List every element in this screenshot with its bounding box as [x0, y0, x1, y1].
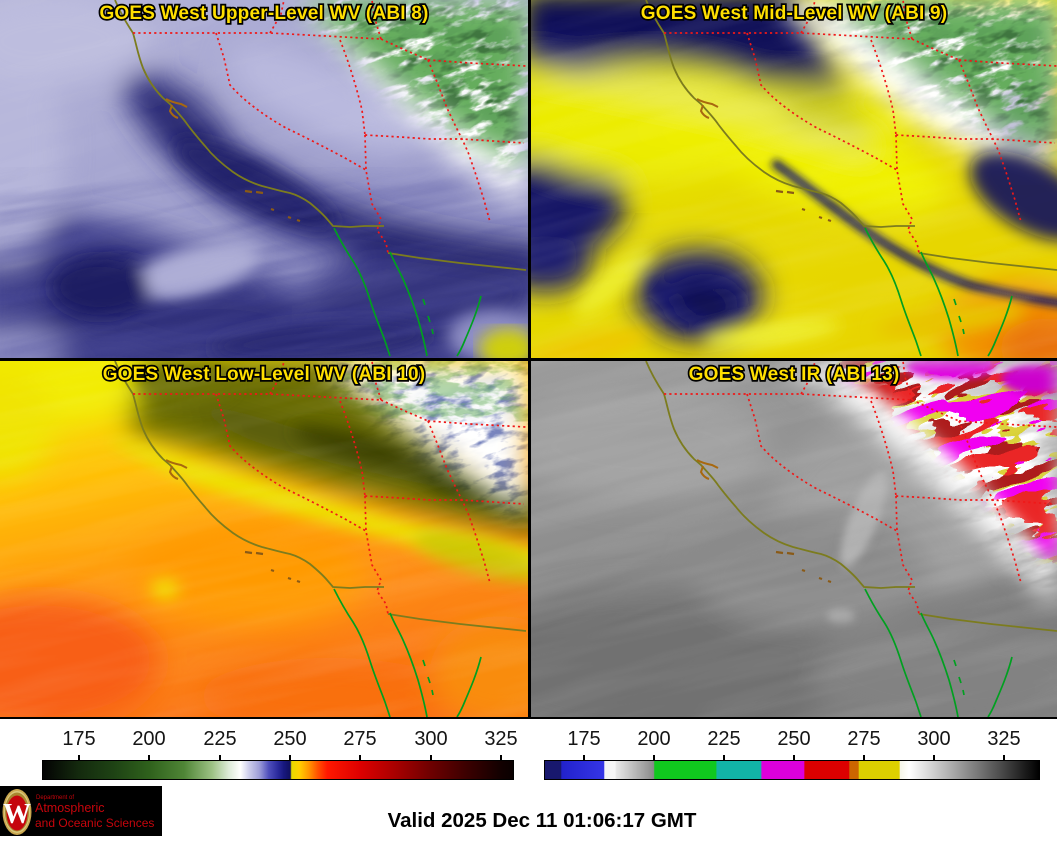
svg-text:GOES West IR (ABI 13): GOES West IR (ABI 13) — [689, 364, 900, 385]
svg-text:GOES West Low-Level WV (ABI 10: GOES West Low-Level WV (ABI 10) — [103, 364, 426, 385]
svg-text:Atmospheric: Atmospheric — [35, 801, 104, 815]
svg-text:W: W — [3, 799, 31, 830]
svg-text:GOES West Mid-Level WV (ABI 9): GOES West Mid-Level WV (ABI 9) — [641, 3, 948, 24]
svg-text:and Oceanic Sciences: and Oceanic Sciences — [35, 816, 154, 830]
svg-text:Department of: Department of — [36, 795, 74, 801]
svg-text:GOES West Upper-Level WV (ABI: GOES West Upper-Level WV (ABI 8) — [99, 3, 428, 24]
